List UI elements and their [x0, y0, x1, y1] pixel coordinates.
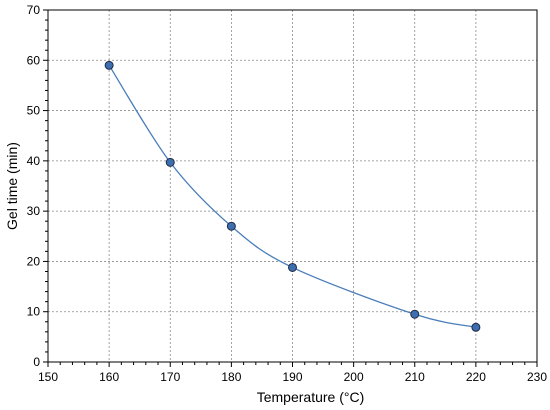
x-tick-label: 210 [405, 370, 425, 384]
y-tick-label: 60 [27, 53, 41, 67]
y-tick-label: 0 [33, 355, 40, 369]
x-tick-labels: 150 160 170 180 190 200 210 220 230 [38, 370, 547, 384]
y-tick-label: 10 [27, 305, 41, 319]
data-point [410, 309, 420, 319]
y-tick-label: 20 [27, 254, 41, 268]
x-axis-title: Temperature (°C) [257, 389, 365, 405]
y-tick-labels: 0 10 20 30 40 50 60 70 [27, 3, 41, 369]
y-axis-title: Gel time (min) [4, 142, 20, 230]
x-tick-label: 190 [282, 370, 302, 384]
y-tick-label: 70 [27, 3, 41, 17]
data-point [165, 157, 175, 167]
y-tick-label: 40 [27, 154, 41, 168]
data-point [104, 60, 114, 70]
x-tick-label: 170 [160, 370, 180, 384]
data-point [471, 322, 481, 332]
data-point [288, 262, 297, 272]
x-tick-label: 150 [38, 370, 58, 384]
x-tick-label: 220 [466, 370, 486, 384]
y-tick-label: 50 [27, 104, 41, 118]
tick-marks [43, 9, 538, 367]
x-tick-label: 230 [527, 370, 547, 384]
grid [48, 10, 537, 362]
data-point [226, 221, 236, 231]
x-tick-label: 200 [344, 370, 364, 384]
x-tick-label: 160 [99, 370, 119, 384]
series [104, 60, 481, 332]
y-tick-label: 30 [27, 204, 41, 218]
x-tick-label: 180 [221, 370, 241, 384]
